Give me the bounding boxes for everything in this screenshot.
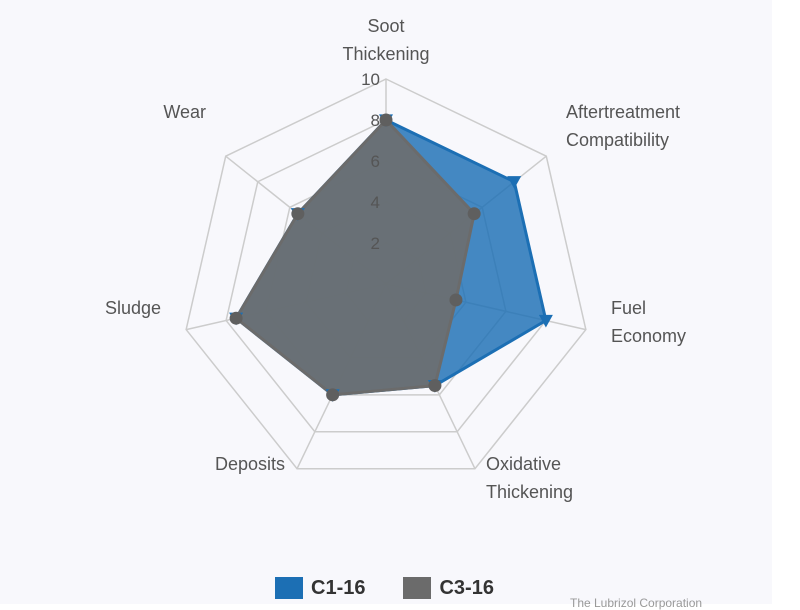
chart-panel: 2 4 6 8 10 Soot Thickening Aftertreatment Compat… xyxy=(104,16,687,502)
chart-credit: The Lubrizol Corporation xyxy=(570,596,703,610)
marker-c3-16-0 xyxy=(379,113,393,127)
axis-label-6: Wear xyxy=(163,102,206,122)
series-area-c3-16 xyxy=(234,118,476,397)
axis-label-3: Oxidative Thickening xyxy=(486,454,573,502)
axis-label-1: Aftertreatment Compatibility xyxy=(566,102,680,150)
marker-c1-16-2 xyxy=(538,314,553,328)
marker-c1-16-1 xyxy=(507,176,522,189)
radar-chart: 2 4 6 8 10 Soot Thickening Aftertreatment Compat… xyxy=(105,16,686,502)
grid-ring-10 xyxy=(185,78,587,470)
legend-item-c3-16[interactable]: C3-16 xyxy=(403,576,494,600)
marker-c3-16-2 xyxy=(449,293,463,307)
axis-label-4: Deposits xyxy=(215,454,285,474)
marker-c3-16-5 xyxy=(229,311,243,325)
marker-c3-16-6 xyxy=(291,207,305,221)
tick-label-6: 6 xyxy=(371,152,380,171)
legend-label-c1-16: C1-16 xyxy=(311,576,366,599)
axis-label-2: Fuel Economy xyxy=(611,298,686,346)
tick-label-4: 4 xyxy=(371,193,380,212)
marker-c3-16-4 xyxy=(326,388,340,402)
marker-c3-16-3 xyxy=(428,379,442,393)
axis-label-0: Soot Thickening xyxy=(342,16,429,64)
tick-label-8: 8 xyxy=(371,111,380,130)
legend: C1-16 C3-16 xyxy=(275,574,494,602)
marker-c3-16-1 xyxy=(467,207,481,221)
legend-item-c1-16[interactable]: C1-16 xyxy=(275,577,365,600)
legend-swatch-c3-16 xyxy=(403,577,432,599)
tick-label-10: 10 xyxy=(361,70,380,89)
legend-label-c3-16: C3-16 xyxy=(439,576,494,599)
axis-label-5: Sludge xyxy=(105,298,161,318)
tick-label-2: 2 xyxy=(371,234,380,253)
legend-swatch-c1-16 xyxy=(275,577,303,599)
